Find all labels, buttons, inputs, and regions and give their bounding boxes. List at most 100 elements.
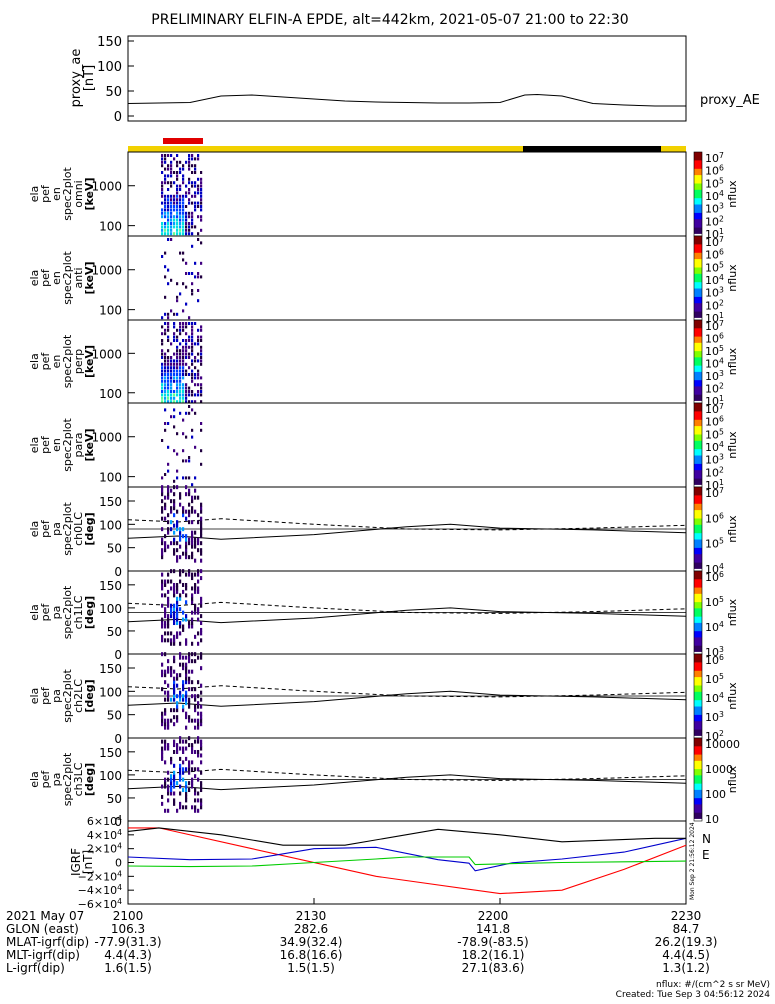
panel-ylabel-line: spec2plot	[61, 167, 74, 221]
colorbar-cell	[694, 520, 702, 524]
spectrogram-pixel	[191, 600, 194, 605]
spectrogram-pixel	[188, 339, 191, 342]
spectrogram-pixel	[200, 171, 203, 174]
spectrogram-pixel	[161, 386, 164, 390]
footer-value: 4.4(4.5)	[662, 948, 710, 962]
panel-ylabel-line: spec2plot	[61, 585, 74, 639]
colorbar-cell	[694, 541, 702, 545]
spectrogram-pixel	[197, 607, 200, 612]
spectrogram-pixel	[185, 476, 188, 480]
spectrogram-pixel	[173, 801, 176, 806]
footer-value: 2100	[113, 909, 144, 923]
spectrogram-pixel	[161, 373, 164, 376]
spectrogram-pixel	[191, 767, 194, 772]
colorbar-cell	[694, 463, 702, 467]
spectrogram-pixel	[182, 349, 185, 353]
spectrogram-pixel	[176, 596, 179, 601]
spectrogram-pixel	[167, 492, 170, 497]
spectrogram-pixel	[173, 222, 176, 225]
spectrogram-pixel	[200, 534, 203, 539]
spectrogram-pixel	[167, 743, 170, 748]
colorbar-cell	[694, 470, 702, 473]
spectrogram-pixel	[188, 352, 191, 356]
spectrogram-pixel	[164, 386, 167, 390]
colorbar-cell	[694, 238, 702, 241]
spectrogram-pixel	[197, 579, 200, 584]
spectrogram-pixel	[200, 690, 203, 695]
spectrogram-pixel	[167, 201, 170, 205]
spectrogram-pixel	[182, 476, 185, 480]
colorbar-cell	[694, 154, 702, 157]
spectrogram-pixel	[191, 335, 194, 339]
colorbar-cell	[694, 394, 702, 398]
spectrogram-pixel	[173, 715, 176, 720]
spectrogram-pixel	[185, 302, 188, 306]
spectrogram-pixel	[197, 513, 200, 518]
panel-ylabel-line: pa	[50, 689, 63, 703]
colorbar-cell	[694, 754, 702, 758]
colorbar	[693, 570, 703, 655]
spectrogram-pixel	[185, 400, 188, 404]
spectrogram-pixel	[188, 215, 191, 219]
spectrogram-pixel	[179, 767, 182, 772]
colorbar-cell	[694, 257, 702, 260]
colorbar-cell	[694, 731, 702, 735]
panel-ytick: 50	[107, 709, 122, 723]
colorbar-cell	[694, 280, 702, 283]
spectrogram-pixel	[176, 718, 179, 723]
spectrogram-pixel	[200, 798, 203, 803]
spectrogram-pixel	[185, 352, 188, 356]
colorbar-cell	[694, 210, 702, 214]
colorbar-cell	[694, 760, 702, 764]
spectrogram-pixel	[167, 513, 170, 518]
spectrogram-pixel	[173, 339, 176, 342]
spectrogram-pixel	[170, 756, 173, 761]
colorbar-tick: 102	[705, 729, 724, 743]
spectrogram-pixel	[197, 339, 200, 342]
spectrogram-pixel	[176, 694, 179, 699]
panel-ylabel-line: ela	[28, 604, 41, 621]
colorbar-cell	[694, 363, 702, 367]
spectrogram-pixel	[173, 408, 176, 412]
spectrogram-pixel	[170, 366, 173, 370]
spectrogram-pixel	[164, 198, 167, 202]
spectrogram-pixel	[185, 272, 188, 275]
spectrogram-pixel	[179, 502, 182, 507]
spectrogram-pixel	[164, 383, 167, 387]
spectrogram-pixel	[200, 184, 203, 188]
spectrogram-pixel	[188, 502, 191, 507]
colorbar-tick: 104	[705, 357, 724, 371]
spectrogram-pixel	[194, 201, 197, 205]
spectrogram-pixel	[188, 669, 191, 674]
spectrogram-pixel	[161, 551, 164, 556]
proxy-ae-ylabel-line: proxy_ae	[69, 49, 84, 108]
spectrogram-pixel	[200, 198, 203, 202]
spectrogram-pixel	[194, 582, 197, 587]
spectrogram-pixel	[170, 791, 173, 796]
colorbar-cell	[694, 794, 702, 797]
spectrogram-pixel	[182, 582, 185, 587]
spectrogram-pixel	[182, 218, 185, 222]
spectrogram-pixel	[179, 756, 182, 761]
panel-ylabel-line: [keV]	[83, 177, 96, 210]
spectrogram-pixel	[176, 386, 179, 390]
colorbar-cell	[694, 750, 702, 754]
spectrogram-pixel	[176, 194, 179, 198]
spectrogram-pixel	[173, 582, 176, 587]
spectrogram-pixel	[185, 516, 188, 521]
spectrogram-pixel	[176, 548, 179, 553]
spectrogram-pixel	[179, 621, 182, 626]
footer-value: 84.7	[673, 922, 700, 936]
spectrogram-pixel	[161, 746, 164, 751]
spectrogram-pixel	[197, 299, 200, 303]
spectrogram-pixel	[167, 181, 170, 185]
spectrogram-pixel	[182, 777, 185, 782]
colorbar-cell	[694, 522, 702, 526]
spectrogram-pixel	[170, 631, 173, 636]
spectrogram-pixel	[188, 743, 191, 748]
spectrogram-pixel	[182, 418, 185, 422]
spectrogram-pixel	[161, 617, 164, 622]
spectrogram-pixel	[194, 171, 197, 174]
colorbar-cell	[694, 250, 702, 254]
